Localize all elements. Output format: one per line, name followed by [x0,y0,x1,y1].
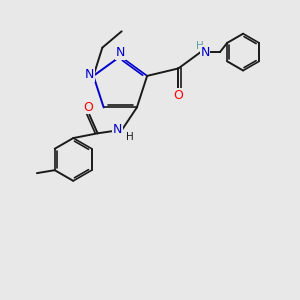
Text: N: N [85,68,94,81]
Text: N: N [116,46,125,59]
Text: O: O [173,89,183,102]
Text: O: O [83,101,93,114]
Text: N: N [200,46,210,59]
Text: N: N [113,123,122,136]
Text: H: H [196,40,204,51]
Text: H: H [126,132,133,142]
